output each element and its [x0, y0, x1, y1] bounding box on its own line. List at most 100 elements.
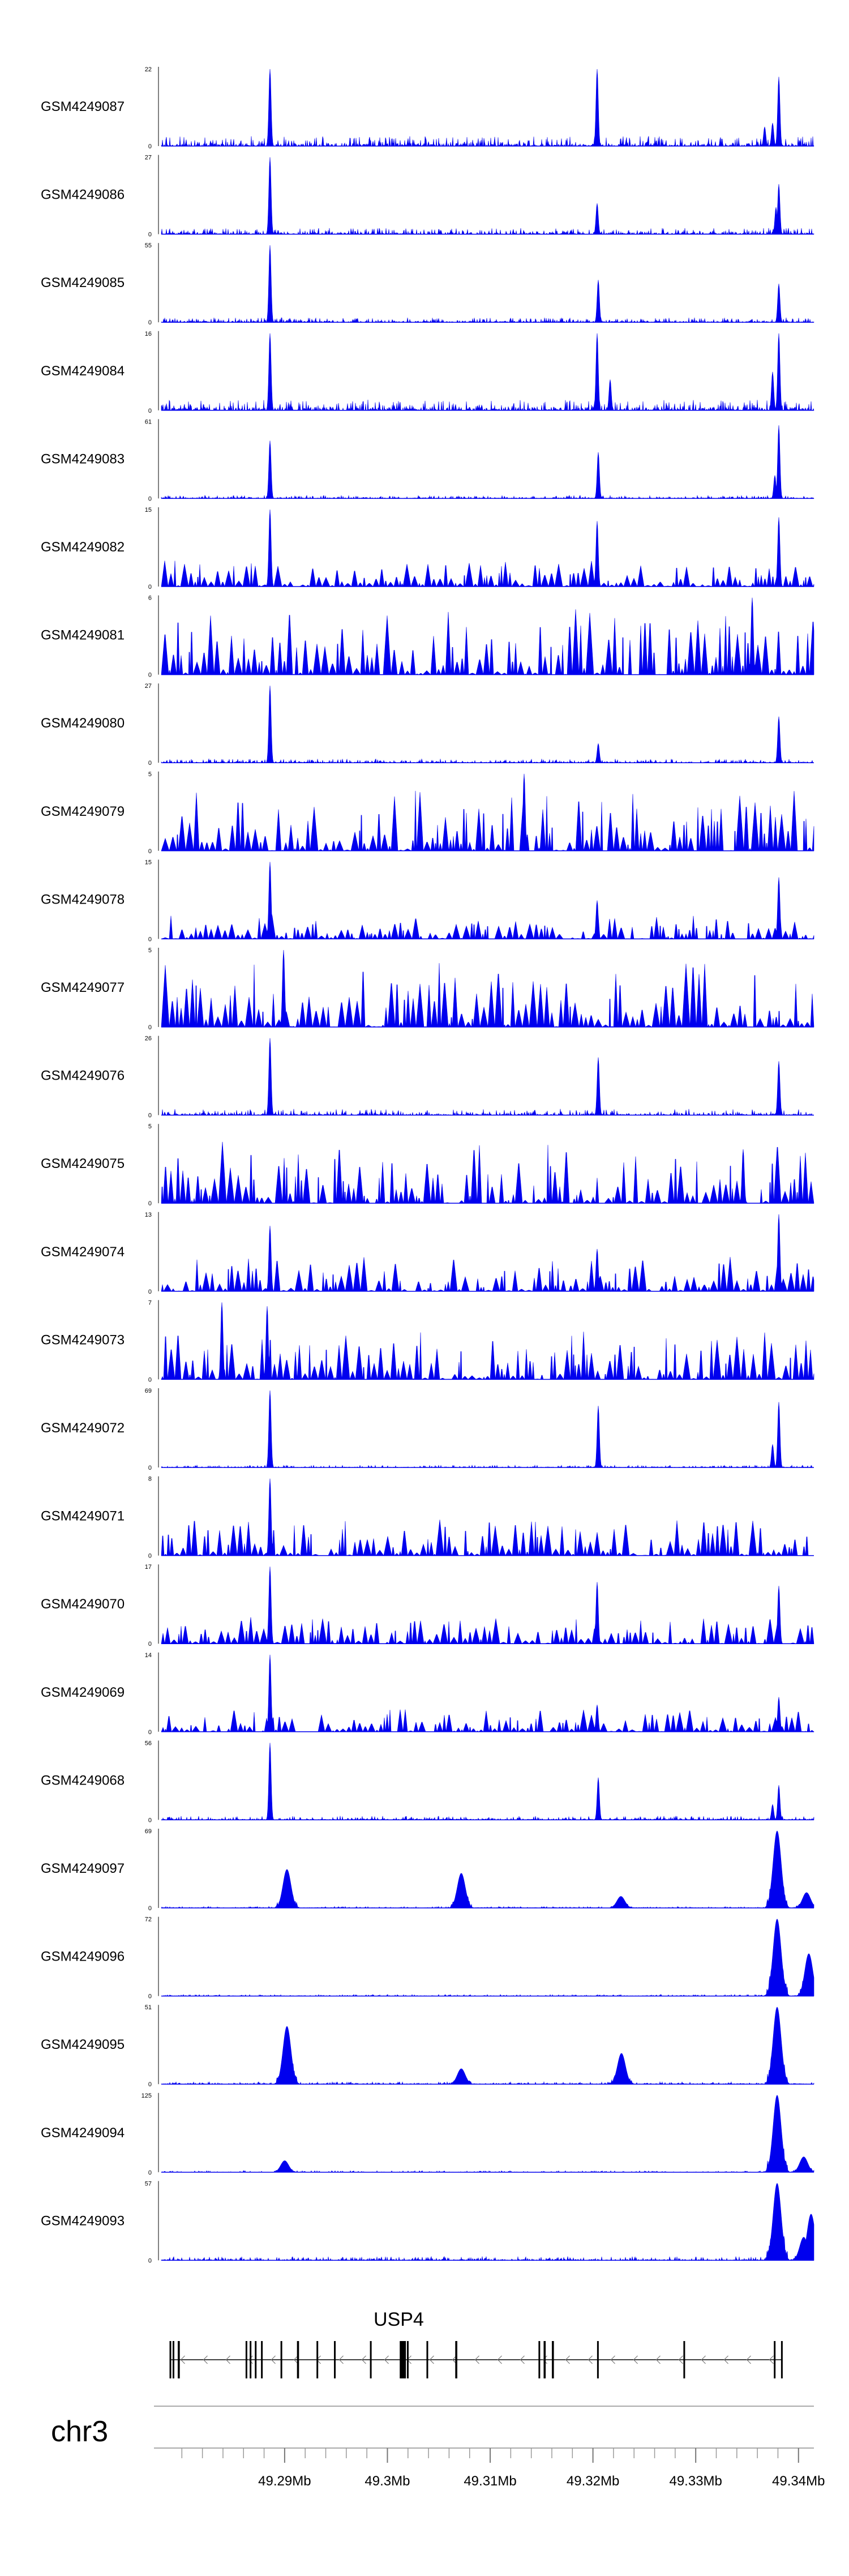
track-ymax: 26: [145, 1035, 152, 1042]
track: GSM4249094 125 0: [41, 2093, 814, 2176]
strand-arrow: [633, 2355, 638, 2364]
track: GSM4249095 51 0: [41, 2004, 814, 2088]
track-ymin: 0: [148, 1289, 152, 1295]
track-label: GSM4249083: [41, 451, 125, 467]
track-signal: [161, 1038, 814, 1116]
track-signal: [161, 1830, 814, 1909]
gene-exon: [245, 2341, 247, 2378]
track-signal: [161, 1141, 814, 1204]
strand-arrow: [769, 2355, 774, 2364]
track-ymin: 0: [148, 143, 152, 150]
axis-tick-label: 49.32Mb: [567, 2474, 619, 2489]
gene-exon: [538, 2341, 541, 2378]
track-ymin: 0: [148, 1993, 152, 2000]
track-signal: [161, 1390, 814, 1469]
track-ymax: 22: [145, 66, 152, 73]
gene-exon: [172, 2341, 174, 2378]
track: GSM4249077 5 0: [41, 947, 814, 1031]
track-ymin: 0: [148, 495, 152, 502]
track-signal: [161, 509, 814, 588]
gene-exon: [297, 2341, 299, 2378]
strand-arrow: [678, 2355, 683, 2364]
track-ymax: 55: [145, 242, 152, 249]
gene-exon: [261, 2341, 263, 2378]
strand-arrow: [203, 2355, 208, 2364]
track-ymin: 0: [148, 1465, 152, 1471]
track: GSM4249070 17 0: [41, 1564, 814, 1648]
genomic-axis: 49.29Mb 49.3Mb 49.31Mb 49.32Mb 49.33Mb 49.34M…: [154, 2447, 825, 2489]
track-ymax: 125: [142, 2093, 152, 2099]
strand-arrow: [701, 2355, 706, 2364]
track: GSM4249087 22 0: [41, 66, 814, 150]
axis-tick-label: 49.34Mb: [772, 2474, 825, 2489]
track-ymin: 0: [148, 936, 152, 943]
track-ymax: 27: [145, 683, 152, 690]
track-signal: [161, 425, 814, 499]
axis-tick-label: 49.31Mb: [464, 2474, 516, 2489]
track-ymin: 0: [148, 584, 152, 590]
strand-arrow: [338, 2355, 344, 2364]
gene-exon: [169, 2341, 171, 2378]
strand-arrow: [293, 2355, 298, 2364]
track: GSM4249086 27 0: [41, 155, 814, 238]
track-ymin: 0: [148, 1553, 152, 1560]
strand-arrow: [429, 2355, 434, 2364]
track-label: GSM4249074: [41, 1244, 125, 1260]
strand-arrow: [565, 2355, 570, 2364]
track-label: GSM4249079: [41, 804, 125, 819]
track-label: GSM4249087: [41, 99, 125, 114]
track-signal: [161, 69, 814, 147]
strand-arrow: [271, 2355, 276, 2364]
gene-exon: [543, 2341, 546, 2378]
track-signal: [161, 333, 814, 411]
track-ymax: 6: [148, 595, 152, 602]
track-signal: [161, 862, 814, 940]
track: GSM4249085 55 0: [41, 242, 814, 326]
axis-tick-label: 49.29Mb: [258, 2474, 311, 2489]
track-label: GSM4249082: [41, 540, 125, 555]
track-signal: [161, 949, 814, 1028]
track-ymax: 5: [148, 1123, 152, 1130]
gene-exon: [455, 2341, 457, 2378]
strand-arrow: [248, 2355, 253, 2364]
track-label: GSM4249097: [41, 1861, 125, 1876]
gene-exon: [426, 2341, 428, 2378]
chromosome-track: chr3: [51, 2406, 814, 2448]
track: GSM4249075 5 0: [41, 1123, 814, 1207]
strand-arrow: [655, 2355, 661, 2364]
track-signal: [161, 1567, 814, 1645]
track-ymax: 8: [148, 1476, 152, 1483]
gene-exon: [597, 2341, 599, 2378]
track-signal: [161, 1743, 814, 1821]
track-ymax: 69: [145, 1828, 152, 1835]
track-ymax: 72: [145, 1916, 152, 1923]
track-ymax: 61: [145, 418, 152, 425]
track-ymin: 0: [148, 848, 152, 855]
track-ymax: 13: [145, 1212, 152, 1218]
strand-arrow: [610, 2355, 615, 2364]
track: GSM4249071 8 0: [41, 1476, 814, 1560]
track-signal: [161, 597, 814, 675]
track-label: GSM4249070: [41, 1597, 125, 1612]
track-ymin: 0: [148, 408, 152, 414]
track-label: GSM4249095: [41, 2037, 125, 2052]
gene-label: USP4: [374, 2309, 424, 2330]
track: GSM4249084 16 0: [41, 331, 814, 414]
track-ymin: 0: [148, 1376, 152, 1383]
track-ymin: 0: [148, 2081, 152, 2088]
track-ymax: 17: [145, 1564, 152, 1571]
track-label: GSM4249075: [41, 1156, 125, 1171]
strand-arrow: [361, 2355, 366, 2364]
track-ymax: 15: [145, 507, 152, 514]
track: GSM4249069 14 0: [41, 1652, 814, 1736]
track-label: GSM4249077: [41, 980, 125, 995]
track-label: GSM4249081: [41, 628, 125, 643]
track-ymin: 0: [148, 232, 152, 238]
gene-exon: [551, 2341, 554, 2378]
track: GSM4249074 13 0: [41, 1212, 814, 1295]
track-ymax: 5: [148, 771, 152, 778]
track-ymin: 0: [148, 1024, 152, 1031]
track-label: GSM4249094: [41, 2125, 125, 2141]
track-ymin: 0: [148, 1200, 152, 1207]
track-signal: [161, 2095, 814, 2173]
